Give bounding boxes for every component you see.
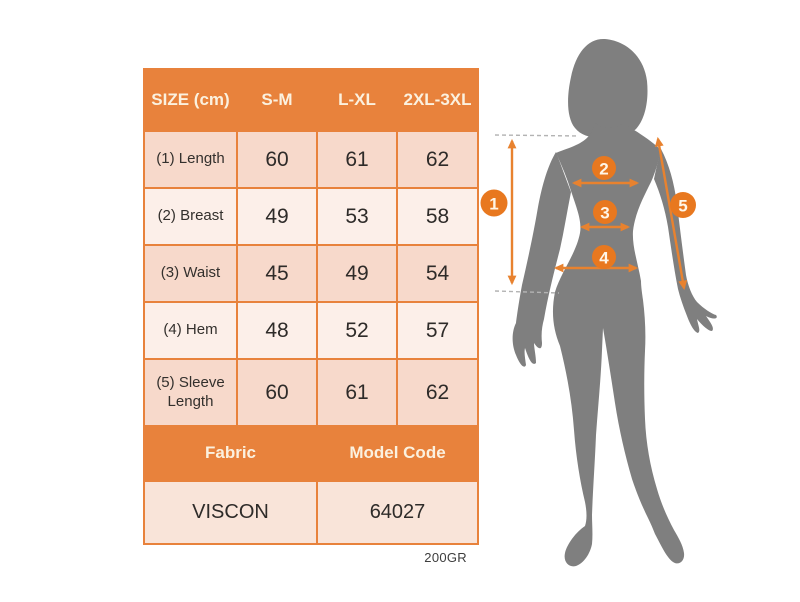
fabric-value: VISCON bbox=[145, 482, 318, 545]
hem-sm: 48 bbox=[238, 303, 318, 360]
hem-lxl: 52 bbox=[318, 303, 398, 360]
silhouette-head bbox=[568, 38, 648, 138]
col-header-size: SIZE (cm) bbox=[145, 70, 238, 132]
marker-4: 4 bbox=[592, 245, 616, 269]
length-lxl: 61 bbox=[318, 132, 398, 189]
marker-label-2: 2 bbox=[599, 160, 608, 179]
length-sm: 60 bbox=[238, 132, 318, 189]
row-label-waist: (3) Waist bbox=[145, 246, 238, 303]
weight-note: 200GR bbox=[424, 550, 467, 565]
sleeve-sm: 60 bbox=[238, 360, 318, 427]
table-row-hem: (4) Hem 48 52 57 bbox=[145, 303, 479, 360]
marker-1: 1 bbox=[480, 189, 508, 217]
row-label-hem: (4) Hem bbox=[145, 303, 238, 360]
measurement-figure: 1 2 3 4 5 bbox=[480, 38, 717, 567]
table-row-sleeve-length: (5) Sleeve Length 60 61 62 bbox=[145, 360, 479, 427]
marker-circle-2 bbox=[592, 156, 616, 180]
sleeve-arrow bbox=[654, 136, 688, 291]
marker-circle-3 bbox=[593, 200, 617, 224]
hip-dash-line bbox=[494, 290, 560, 294]
row-label-sleeve-length: (5) Sleeve Length bbox=[145, 360, 238, 427]
marker-3: 3 bbox=[593, 200, 617, 224]
marker-label-5: 5 bbox=[678, 197, 687, 216]
size-table: SIZE (cm) S-M L-XL 2XL-3XL (1) Length 60… bbox=[143, 68, 479, 545]
shoulder-dash-line bbox=[494, 134, 580, 137]
marker-circle-1 bbox=[480, 189, 508, 217]
table-row-waist: (3) Waist 45 49 54 bbox=[145, 246, 479, 303]
col-header-sm: S-M bbox=[238, 70, 318, 132]
info-values-row: VISCON 64027 bbox=[145, 482, 479, 545]
model-code-header: Model Code bbox=[318, 427, 479, 482]
col-header-2xl3xl: 2XL-3XL bbox=[398, 70, 479, 132]
length-2xl3xl: 62 bbox=[398, 132, 479, 189]
table-row-length: (1) Length 60 61 62 bbox=[145, 132, 479, 189]
silhouette-torso-legs bbox=[552, 122, 685, 567]
waist-lxl: 49 bbox=[318, 246, 398, 303]
marker-circle-4 bbox=[592, 245, 616, 269]
hem-2xl3xl: 57 bbox=[398, 303, 479, 360]
marker-2: 2 bbox=[592, 156, 616, 180]
table-row-breast: (2) Breast 49 53 58 bbox=[145, 189, 479, 246]
marker-label-1: 1 bbox=[489, 195, 498, 214]
body-silhouette bbox=[512, 38, 717, 567]
sleeve-2xl3xl: 62 bbox=[398, 360, 479, 427]
sleeve-lxl: 61 bbox=[318, 360, 398, 427]
breast-lxl: 53 bbox=[318, 189, 398, 246]
fabric-header: Fabric bbox=[145, 427, 318, 482]
breast-sm: 49 bbox=[238, 189, 318, 246]
marker-circle-5 bbox=[670, 192, 696, 218]
row-label-length: (1) Length bbox=[145, 132, 238, 189]
marker-label-4: 4 bbox=[599, 249, 609, 268]
marker-label-3: 3 bbox=[600, 204, 609, 223]
info-header-row: Fabric Model Code bbox=[145, 427, 479, 482]
size-header-row: SIZE (cm) S-M L-XL 2XL-3XL bbox=[145, 70, 479, 132]
model-code-value: 64027 bbox=[318, 482, 479, 545]
col-header-lxl: L-XL bbox=[318, 70, 398, 132]
waist-2xl3xl: 54 bbox=[398, 246, 479, 303]
silhouette-left-arm bbox=[512, 152, 571, 367]
row-label-breast: (2) Breast bbox=[145, 189, 238, 246]
marker-5: 5 bbox=[670, 192, 696, 218]
breast-2xl3xl: 58 bbox=[398, 189, 479, 246]
waist-sm: 45 bbox=[238, 246, 318, 303]
